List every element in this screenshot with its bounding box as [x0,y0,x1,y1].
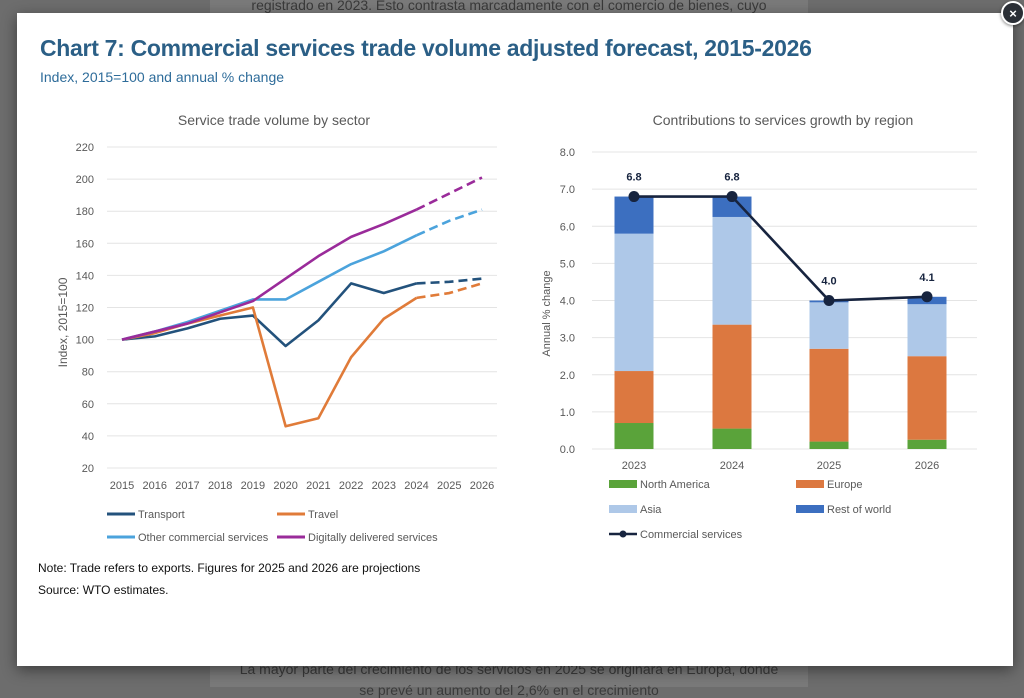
x-tick-label: 2017 [175,480,199,492]
chart-modal: Chart 7: Commercial services trade volum… [17,13,1013,666]
y-tick-label: 100 [76,335,94,347]
x-tick-label: 2026 [915,460,939,472]
y-axis-label: Annual % change [541,270,553,356]
x-tick-label: 2024 [720,460,744,472]
y-tick-label: 20 [82,463,94,475]
chart-title: Chart 7: Commercial services trade volum… [40,35,812,61]
chart-subtitle: Index, 2015=100 and annual % change [40,69,285,85]
commercial-services-point [823,295,835,306]
legend-label: North America [640,479,711,491]
series-line-digitally-delivered-services [121,208,418,341]
legend-label: Other commercial services [138,532,269,544]
background-paragraph-top: registrado en 2023. Esto contrasta marca… [251,0,767,13]
close-icon: × [1009,5,1017,21]
bar-segment-asia [614,233,654,372]
legend-label: Transport [138,509,185,521]
y-tick-label: 3.0 [560,333,575,345]
background-paragraph-bottom-2: se prevé un aumento del 2,6% en el creci… [359,682,659,698]
data-label: 6.8 [626,172,641,184]
y-tick-label: 220 [76,142,94,154]
chart-note: Note: Trade refers to exports. Figures f… [38,561,421,575]
x-tick-label: 2016 [142,480,166,492]
y-tick-label: 5.0 [560,258,575,270]
left-chart-title: Service trade volume by sector [178,112,371,128]
x-tick-label: 2015 [110,480,134,492]
close-button[interactable]: × [1001,1,1024,25]
legend-swatch [796,505,824,513]
bar-segment-europe [614,371,654,424]
x-tick-label: 2024 [404,480,428,492]
bar-segment-asia [809,302,849,349]
bar-segment-europe [712,324,752,429]
series-line-transport [121,282,417,348]
bar-segment-asia [712,216,752,325]
y-tick-label: 8.0 [560,147,575,159]
legend-swatch [609,480,637,488]
x-tick-label: 2023 [372,480,396,492]
bar-segment-north-america [712,428,752,449]
legend-label: Asia [640,504,662,516]
bar-segment-rest-of-world [712,196,752,217]
legend-swatch [609,505,637,513]
legend-label: Europe [827,479,862,491]
x-tick-label: 2025 [437,480,461,492]
y-tick-label: 160 [76,238,94,250]
x-tick-label: 2022 [339,480,363,492]
y-tick-label: 7.0 [560,184,575,196]
line-chart-sector: Service trade volume by sector 20 40 60 80 10… [56,112,497,544]
y-tick-label: 6.0 [560,221,575,233]
legend-swatch [796,480,824,488]
legend-label: Rest of world [827,504,891,516]
legend-label: Digitally delivered services [308,532,438,544]
series-projection-travel [416,282,483,300]
commercial-services-point [726,191,738,203]
bar-segment-asia [907,304,947,357]
y-tick-label: 80 [82,367,94,379]
x-tick-label: 2025 [817,460,841,472]
bar-segment-rest-of-world [614,196,654,234]
bar-segment-north-america [614,423,654,449]
series-projection-transport [416,277,483,285]
y-tick-label: 4.0 [560,296,575,308]
bar-segment-north-america [907,439,947,449]
y-tick-label: 60 [82,399,94,411]
bar-segment-north-america [809,441,849,449]
y-tick-label: 0.0 [560,444,575,456]
commercial-services-point [628,191,640,203]
data-label: 6.8 [724,172,739,184]
x-tick-label: 2019 [241,480,265,492]
legend-label: Commercial services [640,529,743,541]
x-tick-label: 2023 [622,460,646,472]
legend-marker [619,530,627,538]
right-chart-title: Contributions to services growth by regi… [653,112,914,128]
commercial-services-point [921,291,933,303]
x-tick-label: 2018 [208,480,232,492]
x-tick-label: 2020 [273,480,297,492]
data-label: 4.0 [821,276,836,288]
bar-segment-europe [809,348,849,442]
y-tick-label: 120 [76,303,94,315]
bar-segment-europe [907,356,947,440]
data-label: 4.1 [919,272,934,284]
y-tick-label: 200 [76,174,94,186]
chart-source: Source: WTO estimates. [38,583,169,597]
commercial-services-line [634,195,928,302]
series-projection-digitally-delivered-services [415,176,483,211]
y-axis-label: Index, 2015=100 [56,277,70,367]
y-tick-label: 40 [82,431,94,443]
legend-label: Travel [308,509,338,521]
x-tick-label: 2021 [306,480,330,492]
bar-chart-region: Contributions to services growth by regi… [541,112,977,541]
y-tick-label: 2.0 [560,370,575,382]
x-tick-label: 2026 [470,480,494,492]
y-tick-label: 1.0 [560,407,575,419]
y-tick-label: 140 [76,270,94,282]
y-tick-label: 180 [76,206,94,218]
series-projection-other-commercial-services [416,208,483,237]
